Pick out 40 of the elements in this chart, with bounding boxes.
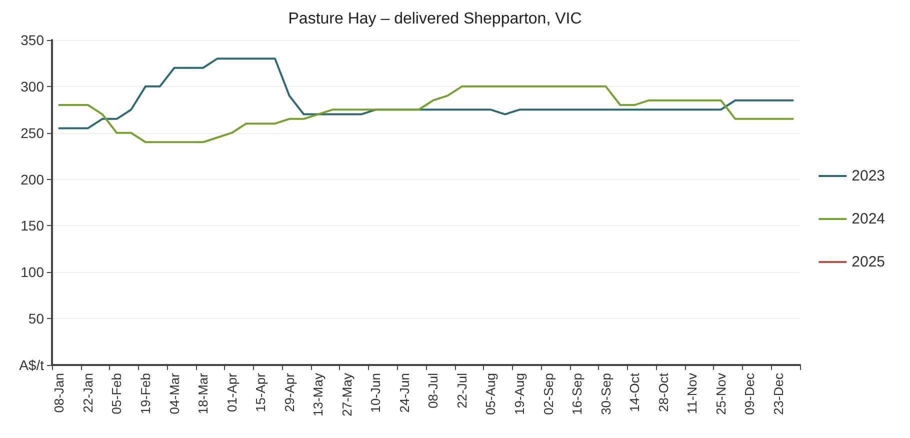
x-tick-label: 18-Mar [196, 372, 211, 414]
legend-label: 2025 [852, 254, 886, 270]
chart-title: Pasture Hay – delivered Shepparton, VIC [288, 10, 582, 28]
x-tick-label: 02-Sep [540, 373, 556, 415]
y-tick-label: 250 [20, 124, 44, 141]
x-tick-label: 28-Oct [656, 372, 671, 412]
x-tick-label: 04-Mar [166, 372, 182, 414]
x-tick-label: 05-Feb [109, 373, 124, 414]
x-tick-label: 15-Apr [253, 372, 268, 412]
x-tick-label: 22-Jan [80, 373, 96, 413]
x-tick-label: 23-Dec [770, 372, 786, 415]
x-tick-label: 30-Sep [598, 373, 614, 415]
y-tick-label: 200 [20, 171, 44, 188]
x-tick-label: 08-Jul [426, 372, 441, 408]
x-tick-label: 01-Apr [224, 372, 240, 412]
line-series [58, 58, 794, 130]
y-tick-label: A$/t [19, 357, 44, 373]
x-tick-label: 11-Nov [684, 372, 700, 414]
x-tick-label: 27-May [339, 372, 354, 416]
x-tick-label: 22-Jul [454, 372, 470, 408]
x-tick-label: 08-Jan [52, 373, 67, 413]
y-tick-label: 150 [20, 218, 44, 234]
legend-label: 2024 [852, 210, 886, 228]
x-tick-label: 14-Oct [627, 372, 642, 412]
x-tick-label: 16-Sep [570, 373, 585, 415]
x-tick-label: 09-Dec [742, 372, 758, 415]
x-tick-label: 10-Jun [368, 373, 384, 413]
y-tick-label: 300 [20, 78, 44, 94]
x-tick-label: 19-Feb [138, 373, 153, 414]
legend-label: 2023 [852, 168, 886, 184]
line-series [58, 85, 794, 144]
x-tick-label: 13-May [310, 372, 326, 416]
x-tick-label: 24-Jun [396, 373, 412, 413]
x-tick-label: 29-Apr [282, 372, 297, 412]
y-tick-label: 350 [20, 32, 44, 48]
x-tick-label: 19-Aug [512, 373, 527, 415]
y-tick-label: 100 [20, 264, 44, 280]
x-tick-label: 25-Nov [713, 372, 728, 415]
x-tick-label: 05-Aug [483, 373, 498, 415]
y-tick-label: 50 [28, 310, 44, 327]
